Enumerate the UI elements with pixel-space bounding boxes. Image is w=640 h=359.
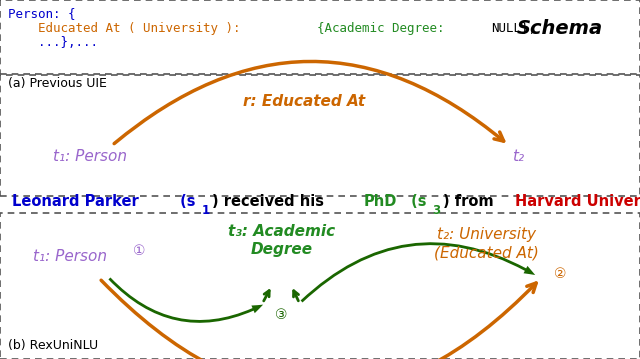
FancyArrowPatch shape bbox=[108, 278, 263, 323]
Text: r: Educated At: r: Educated At bbox=[243, 94, 365, 109]
Text: t₃: Academic
Degree: t₃: Academic Degree bbox=[228, 224, 335, 257]
FancyBboxPatch shape bbox=[0, 75, 640, 196]
Text: 1: 1 bbox=[202, 204, 210, 216]
Text: t₁: Person: t₁: Person bbox=[52, 149, 127, 164]
Text: 3: 3 bbox=[433, 204, 441, 216]
Text: (s: (s bbox=[175, 195, 196, 209]
FancyBboxPatch shape bbox=[0, 213, 640, 359]
Text: (s: (s bbox=[406, 195, 427, 209]
Text: ) received his: ) received his bbox=[212, 195, 329, 209]
FancyBboxPatch shape bbox=[0, 0, 640, 74]
Text: t₁: Person: t₁: Person bbox=[33, 249, 108, 264]
Text: PhD: PhD bbox=[363, 195, 397, 209]
Text: ②: ② bbox=[554, 267, 567, 280]
Text: ③: ③ bbox=[275, 308, 288, 322]
Text: {Academic Degree:: {Academic Degree: bbox=[317, 22, 452, 34]
Text: Leonard Parker: Leonard Parker bbox=[12, 195, 138, 209]
Text: ...},...: ...},... bbox=[8, 36, 98, 49]
Text: Person: {: Person: { bbox=[8, 7, 75, 20]
FancyArrowPatch shape bbox=[301, 242, 535, 303]
Text: Harvard University: Harvard University bbox=[515, 195, 640, 209]
Text: Schema: Schema bbox=[517, 19, 603, 37]
Text: ) from: ) from bbox=[443, 195, 499, 209]
FancyArrowPatch shape bbox=[114, 61, 504, 144]
Text: NULL},: NULL}, bbox=[492, 22, 536, 34]
Text: t₂: t₂ bbox=[513, 149, 524, 164]
Text: ①: ① bbox=[133, 244, 146, 258]
Text: t₂: University
(Educated At): t₂: University (Educated At) bbox=[434, 227, 539, 261]
Text: (b) RexUniNLU: (b) RexUniNLU bbox=[8, 339, 98, 352]
FancyArrowPatch shape bbox=[101, 280, 536, 359]
Text: Educated At ( University ):: Educated At ( University ): bbox=[8, 22, 248, 34]
Text: (a) Previous UIE: (a) Previous UIE bbox=[8, 77, 106, 90]
